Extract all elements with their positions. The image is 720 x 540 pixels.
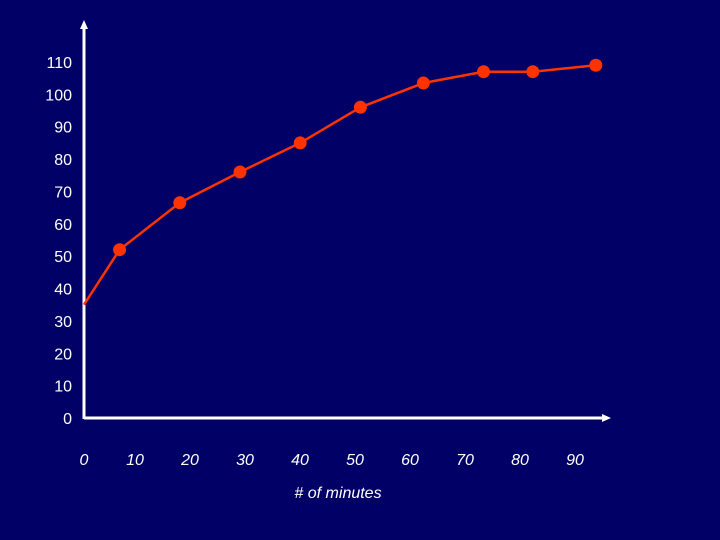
series-line (82, 63, 596, 306)
axes (80, 20, 611, 422)
x-tick-label: 10 (126, 452, 144, 469)
y-tick-labels: 0 10 20 30 40 50 60 70 80 90 100 110 (45, 55, 72, 428)
x-tick-labels: 0 10 20 30 40 50 60 70 80 90 (80, 452, 584, 469)
x-axis-arrow-icon (602, 414, 611, 422)
x-tick-label: 20 (180, 452, 199, 469)
y-tick-label: 90 (54, 120, 72, 137)
x-tick-label: 0 (80, 452, 89, 469)
data-point (416, 76, 430, 90)
x-tick-label: 40 (291, 452, 309, 469)
x-tick-label: 60 (401, 452, 419, 469)
x-axis-title: # of minutes (294, 485, 381, 502)
y-tick-label: 20 (54, 346, 72, 363)
data-point (589, 58, 603, 72)
data-point (293, 136, 307, 150)
y-tick-label: 60 (54, 217, 72, 234)
x-tick-label: 90 (566, 452, 584, 469)
y-tick-label: 70 (54, 184, 72, 201)
x-tick-label: 70 (456, 452, 474, 469)
y-tick-label: 80 (54, 152, 72, 169)
y-tick-label: 110 (46, 55, 72, 72)
x-tick-label: 50 (346, 452, 364, 469)
x-tick-label: 30 (236, 452, 254, 469)
y-axis-arrow-icon (80, 20, 88, 29)
data-point (526, 65, 540, 79)
y-tick-label: 0 (63, 411, 72, 428)
y-tick-label: 40 (54, 282, 72, 299)
data-point (353, 100, 367, 114)
x-tick-label: 80 (511, 452, 529, 469)
data-point (113, 243, 127, 257)
y-tick-label: 30 (54, 314, 72, 331)
y-tick-label: 50 (54, 249, 72, 266)
data-point (173, 196, 187, 210)
data-point (477, 65, 491, 79)
y-tick-label: 100 (45, 87, 72, 104)
data-point (233, 165, 247, 179)
y-tick-label: 10 (54, 379, 72, 396)
series (82, 58, 603, 306)
